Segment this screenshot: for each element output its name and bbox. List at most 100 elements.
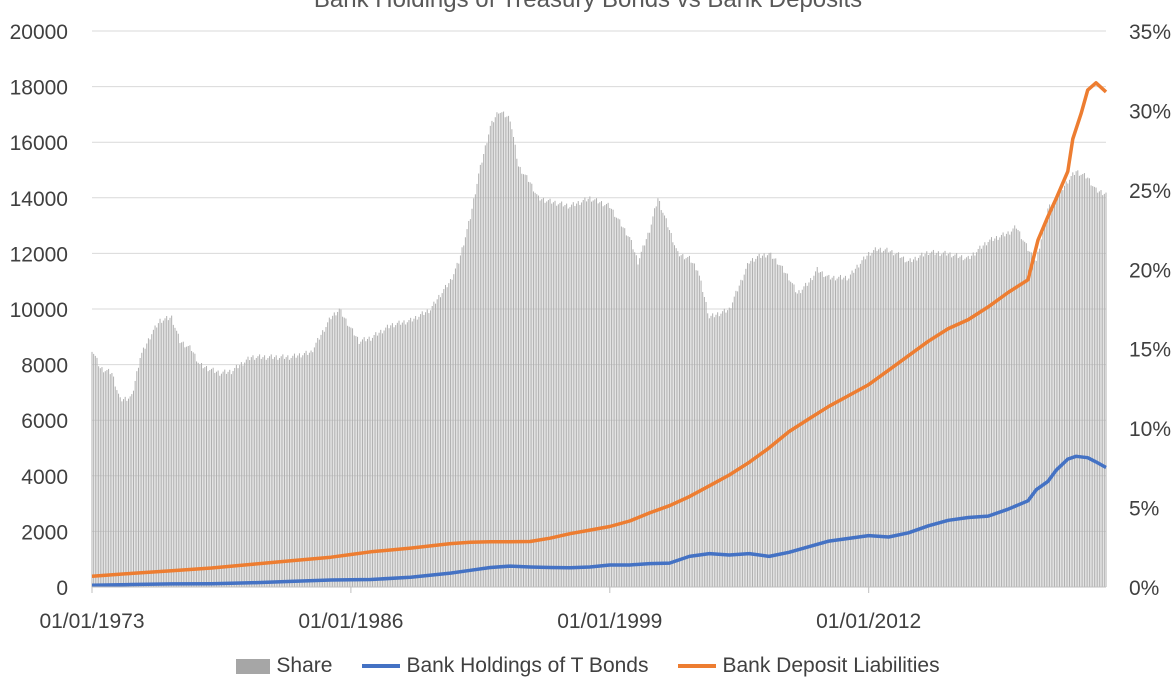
share-bar [121, 401, 123, 587]
share-bar [310, 350, 312, 587]
share-bar [503, 111, 505, 587]
share-bar [992, 240, 994, 587]
share-bar [189, 345, 191, 587]
share-bar [715, 314, 717, 587]
share-bar [670, 232, 672, 587]
share-bar [839, 274, 841, 587]
share-bar [1025, 243, 1027, 588]
share-bar [791, 283, 793, 587]
share-bar [139, 358, 141, 587]
share-bar [317, 337, 319, 587]
share-bar [921, 252, 923, 587]
share-bar [637, 264, 639, 587]
share-bar [318, 339, 320, 587]
share-bar [781, 265, 783, 587]
share-bar [131, 394, 133, 587]
share-bar [116, 390, 118, 587]
share-bar [569, 207, 571, 587]
share-bar [174, 327, 176, 587]
share-bar [124, 396, 126, 587]
share-bar [224, 369, 226, 587]
share-bar [298, 353, 300, 587]
share-bar [448, 283, 450, 587]
share-bar [366, 338, 368, 587]
share-bar [401, 322, 403, 587]
share-bar [657, 198, 659, 587]
legend-label-deposits: Bank Deposit Liabilities [722, 654, 940, 677]
share-bar [949, 252, 951, 587]
share-bar [106, 370, 108, 587]
share-bar [831, 277, 833, 587]
share-bar [245, 359, 247, 587]
share-bar [534, 192, 536, 587]
share-bar [488, 134, 490, 588]
share-bar [912, 259, 914, 587]
share-bar [660, 210, 662, 587]
share-bar [1077, 170, 1079, 588]
share-bar [662, 212, 664, 587]
share-bar [796, 293, 798, 587]
share-bar [1030, 252, 1032, 587]
share-bar [518, 166, 520, 587]
share-bar [649, 232, 651, 587]
share-bar [1098, 191, 1100, 588]
share-bar [692, 263, 694, 587]
share-bar [614, 216, 616, 587]
share-bar [929, 253, 931, 588]
share-bar [688, 255, 690, 587]
share-bar [951, 257, 953, 587]
share-bar [591, 201, 593, 588]
share-bar [386, 324, 388, 587]
share-bar [230, 374, 232, 587]
share-bar [209, 370, 211, 587]
share-bar [509, 121, 511, 587]
share-bar [627, 236, 629, 587]
left-tick-label: 4000 [21, 466, 68, 489]
share-bar [468, 220, 470, 587]
share-bar [469, 219, 471, 587]
share-bar [152, 329, 154, 587]
share-bar [825, 276, 827, 587]
share-bar [773, 258, 775, 587]
legend-item-share: Share [236, 654, 332, 678]
share-bar [961, 255, 963, 587]
share-bar [405, 324, 407, 587]
share-bar [904, 262, 906, 587]
share-bar [863, 256, 865, 587]
share-bar [1055, 200, 1057, 587]
right-tick-label: 10% [1129, 418, 1171, 441]
share-bar [664, 215, 666, 587]
share-bar [471, 208, 473, 587]
share-bar [408, 320, 410, 587]
share-bar [1060, 188, 1062, 587]
share-bar [390, 325, 392, 587]
share-bar [219, 375, 221, 587]
share-bar [717, 312, 719, 587]
share-bar [418, 316, 420, 587]
share-bar [795, 292, 797, 587]
share-bar [718, 316, 720, 587]
share-bar [280, 356, 282, 587]
share-bar [461, 247, 463, 588]
share-bar [333, 312, 335, 587]
share-bar [347, 325, 349, 587]
share-bar [524, 174, 526, 587]
share-bar [385, 327, 387, 587]
share-bar [889, 251, 891, 587]
share-bar [486, 143, 488, 587]
share-bar [508, 115, 510, 588]
share-bar [337, 311, 339, 587]
share-bar [1087, 177, 1089, 587]
share-bar [415, 315, 417, 587]
share-bar [728, 307, 730, 587]
share-bar [770, 252, 772, 587]
share-bar [498, 113, 500, 587]
share-bar [732, 302, 734, 587]
share-bar [267, 358, 269, 587]
share-bar [710, 315, 712, 587]
share-bar [444, 284, 446, 587]
legend-label-share: Share [276, 654, 333, 677]
share-bar [340, 309, 342, 587]
share-bar [202, 368, 204, 587]
